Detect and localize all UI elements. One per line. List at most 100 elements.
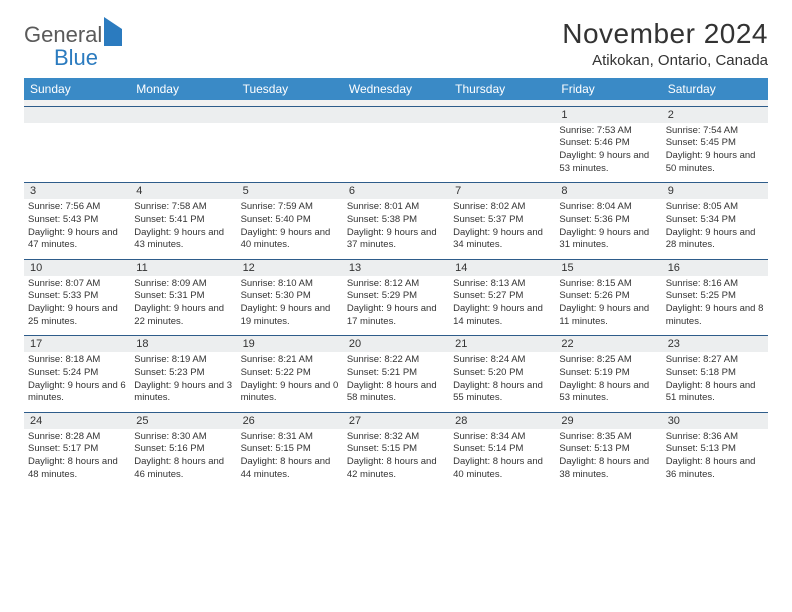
day-data-row: Sunrise: 7:56 AMSunset: 5:43 PMDaylight:…	[24, 199, 768, 259]
sunset-text: Sunset: 5:40 PM	[241, 214, 339, 227]
day-number-cell: 30	[662, 412, 768, 429]
sunrise-text: Sunrise: 8:01 AM	[347, 201, 445, 214]
sunrise-text: Sunrise: 8:24 AM	[453, 354, 551, 367]
sunset-text: Sunset: 5:29 PM	[347, 290, 445, 303]
daylight-text: Daylight: 9 hours and 11 minutes.	[559, 303, 657, 329]
day-data-cell: Sunrise: 8:04 AMSunset: 5:36 PMDaylight:…	[555, 199, 661, 259]
day-number-cell: 23	[662, 336, 768, 353]
day-number-row: 3456789	[24, 183, 768, 200]
daylight-text: Daylight: 9 hours and 40 minutes.	[241, 227, 339, 253]
day-data-cell	[130, 123, 236, 183]
sunrise-text: Sunrise: 8:04 AM	[559, 201, 657, 214]
sunrise-text: Sunrise: 8:32 AM	[347, 431, 445, 444]
day-number-cell: 7	[449, 183, 555, 200]
day-number-row: 12	[24, 106, 768, 123]
logo-word-blue: Blue	[54, 45, 98, 70]
daylight-text: Daylight: 9 hours and 28 minutes.	[666, 227, 764, 253]
day-data-cell: Sunrise: 8:35 AMSunset: 5:13 PMDaylight:…	[555, 429, 661, 489]
sunset-text: Sunset: 5:19 PM	[559, 367, 657, 380]
sunrise-text: Sunrise: 7:54 AM	[666, 125, 764, 138]
sunset-text: Sunset: 5:21 PM	[347, 367, 445, 380]
sunrise-text: Sunrise: 7:56 AM	[28, 201, 126, 214]
daylight-text: Daylight: 9 hours and 3 minutes.	[134, 380, 232, 406]
day-data-cell	[449, 123, 555, 183]
dayhead-mon: Monday	[130, 78, 236, 100]
sunset-text: Sunset: 5:13 PM	[559, 443, 657, 456]
daylight-text: Daylight: 8 hours and 44 minutes.	[241, 456, 339, 482]
month-title: November 2024	[562, 18, 768, 50]
sunrise-text: Sunrise: 8:12 AM	[347, 278, 445, 291]
daylight-text: Daylight: 9 hours and 22 minutes.	[134, 303, 232, 329]
day-data-cell	[24, 123, 130, 183]
day-number-cell: 29	[555, 412, 661, 429]
sunrise-text: Sunrise: 8:15 AM	[559, 278, 657, 291]
day-number-row: 24252627282930	[24, 412, 768, 429]
sunrise-text: Sunrise: 8:28 AM	[28, 431, 126, 444]
day-number-cell: 10	[24, 259, 130, 276]
sunrise-text: Sunrise: 8:05 AM	[666, 201, 764, 214]
sunset-text: Sunset: 5:38 PM	[347, 214, 445, 227]
day-number-cell: 8	[555, 183, 661, 200]
sunset-text: Sunset: 5:23 PM	[134, 367, 232, 380]
sunset-text: Sunset: 5:43 PM	[28, 214, 126, 227]
sunset-text: Sunset: 5:37 PM	[453, 214, 551, 227]
day-data-row: Sunrise: 8:18 AMSunset: 5:24 PMDaylight:…	[24, 352, 768, 412]
day-number-cell: 24	[24, 412, 130, 429]
sunrise-text: Sunrise: 7:59 AM	[241, 201, 339, 214]
day-data-cell: Sunrise: 8:16 AMSunset: 5:25 PMDaylight:…	[662, 276, 768, 336]
sunrise-text: Sunrise: 8:19 AM	[134, 354, 232, 367]
sunset-text: Sunset: 5:31 PM	[134, 290, 232, 303]
day-number-cell: 9	[662, 183, 768, 200]
daylight-text: Daylight: 8 hours and 51 minutes.	[666, 380, 764, 406]
day-data-cell: Sunrise: 8:15 AMSunset: 5:26 PMDaylight:…	[555, 276, 661, 336]
day-data-cell: Sunrise: 8:25 AMSunset: 5:19 PMDaylight:…	[555, 352, 661, 412]
day-data-cell: Sunrise: 8:13 AMSunset: 5:27 PMDaylight:…	[449, 276, 555, 336]
day-data-row: Sunrise: 8:07 AMSunset: 5:33 PMDaylight:…	[24, 276, 768, 336]
daylight-text: Daylight: 8 hours and 55 minutes.	[453, 380, 551, 406]
sunrise-text: Sunrise: 8:36 AM	[666, 431, 764, 444]
day-data-cell: Sunrise: 8:07 AMSunset: 5:33 PMDaylight:…	[24, 276, 130, 336]
day-data-row: Sunrise: 7:53 AMSunset: 5:46 PMDaylight:…	[24, 123, 768, 183]
day-data-cell	[343, 123, 449, 183]
day-number-cell: 18	[130, 336, 236, 353]
daylight-text: Daylight: 8 hours and 58 minutes.	[347, 380, 445, 406]
day-data-cell: Sunrise: 8:31 AMSunset: 5:15 PMDaylight:…	[237, 429, 343, 489]
day-data-cell: Sunrise: 8:27 AMSunset: 5:18 PMDaylight:…	[662, 352, 768, 412]
sunrise-text: Sunrise: 8:09 AM	[134, 278, 232, 291]
dayhead-thu: Thursday	[449, 78, 555, 100]
day-number-cell: 16	[662, 259, 768, 276]
sunrise-text: Sunrise: 7:58 AM	[134, 201, 232, 214]
day-data-cell: Sunrise: 8:19 AMSunset: 5:23 PMDaylight:…	[130, 352, 236, 412]
sunrise-text: Sunrise: 8:13 AM	[453, 278, 551, 291]
daylight-text: Daylight: 8 hours and 42 minutes.	[347, 456, 445, 482]
daylight-text: Daylight: 9 hours and 37 minutes.	[347, 227, 445, 253]
daylight-text: Daylight: 8 hours and 53 minutes.	[559, 380, 657, 406]
day-number-row: 10111213141516	[24, 259, 768, 276]
day-data-cell: Sunrise: 8:10 AMSunset: 5:30 PMDaylight:…	[237, 276, 343, 336]
daylight-text: Daylight: 8 hours and 48 minutes.	[28, 456, 126, 482]
day-data-cell: Sunrise: 8:36 AMSunset: 5:13 PMDaylight:…	[662, 429, 768, 489]
daylight-text: Daylight: 9 hours and 43 minutes.	[134, 227, 232, 253]
sunset-text: Sunset: 5:13 PM	[666, 443, 764, 456]
location: Atikokan, Ontario, Canada	[562, 52, 768, 69]
day-data-cell: Sunrise: 8:12 AMSunset: 5:29 PMDaylight:…	[343, 276, 449, 336]
day-data-cell	[237, 123, 343, 183]
sunrise-text: Sunrise: 8:21 AM	[241, 354, 339, 367]
daylight-text: Daylight: 8 hours and 38 minutes.	[559, 456, 657, 482]
day-number-cell: 25	[130, 412, 236, 429]
sunrise-text: Sunrise: 8:25 AM	[559, 354, 657, 367]
sunrise-text: Sunrise: 8:35 AM	[559, 431, 657, 444]
day-data-cell: Sunrise: 8:05 AMSunset: 5:34 PMDaylight:…	[662, 199, 768, 259]
daylight-text: Daylight: 9 hours and 17 minutes.	[347, 303, 445, 329]
sunset-text: Sunset: 5:34 PM	[666, 214, 764, 227]
day-data-cell: Sunrise: 7:53 AMSunset: 5:46 PMDaylight:…	[555, 123, 661, 183]
day-data-cell: Sunrise: 8:21 AMSunset: 5:22 PMDaylight:…	[237, 352, 343, 412]
day-number-cell: 22	[555, 336, 661, 353]
day-data-cell: Sunrise: 7:59 AMSunset: 5:40 PMDaylight:…	[237, 199, 343, 259]
daylight-text: Daylight: 9 hours and 47 minutes.	[28, 227, 126, 253]
dayhead-tue: Tuesday	[237, 78, 343, 100]
daylight-text: Daylight: 8 hours and 36 minutes.	[666, 456, 764, 482]
day-data-cell: Sunrise: 8:28 AMSunset: 5:17 PMDaylight:…	[24, 429, 130, 489]
sunset-text: Sunset: 5:46 PM	[559, 137, 657, 150]
sunset-text: Sunset: 5:20 PM	[453, 367, 551, 380]
